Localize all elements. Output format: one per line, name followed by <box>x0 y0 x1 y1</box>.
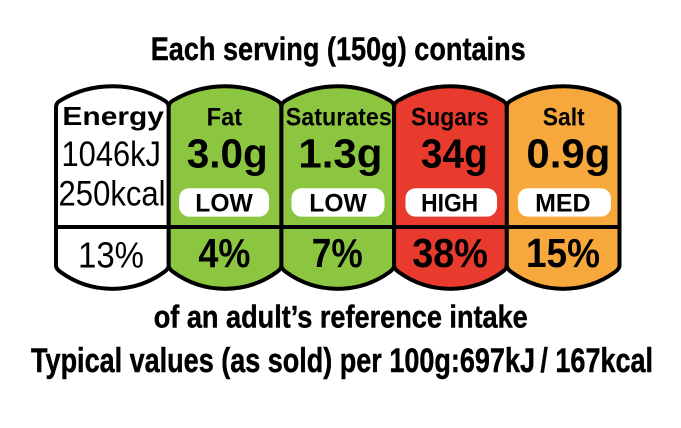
svg-text:1.3g: 1.3g <box>298 131 382 177</box>
svg-text:Fat: Fat <box>207 104 243 132</box>
svg-text:HIGH: HIGH <box>421 190 478 218</box>
svg-text:13%: 13% <box>78 235 144 276</box>
svg-text:Energy: Energy <box>62 101 164 131</box>
svg-text:Sugars: Sugars <box>411 104 489 132</box>
svg-text:of an adult’s reference intake: of an adult’s reference intake <box>154 298 528 334</box>
svg-text:LOW: LOW <box>309 190 367 218</box>
svg-text:Typical values (as sold) per 1: Typical values (as sold) per 100g:697kJ … <box>31 342 653 380</box>
svg-text:38%: 38% <box>412 230 488 276</box>
svg-text:4%: 4% <box>198 230 250 276</box>
svg-text:Each serving (150g) contains: Each serving (150g) contains <box>151 31 526 67</box>
svg-text:15%: 15% <box>526 230 600 276</box>
svg-text:7%: 7% <box>312 230 363 276</box>
svg-text:250kcal: 250kcal <box>59 174 166 213</box>
svg-text:Salt: Salt <box>543 104 586 132</box>
svg-text:34g: 34g <box>421 131 488 177</box>
svg-text:Saturates: Saturates <box>286 104 392 132</box>
svg-text:3.0g: 3.0g <box>187 131 268 177</box>
svg-text:1046kJ: 1046kJ <box>62 135 162 174</box>
svg-text:MED: MED <box>535 190 591 218</box>
svg-text:LOW: LOW <box>195 190 253 218</box>
svg-text:0.9g: 0.9g <box>526 131 610 177</box>
